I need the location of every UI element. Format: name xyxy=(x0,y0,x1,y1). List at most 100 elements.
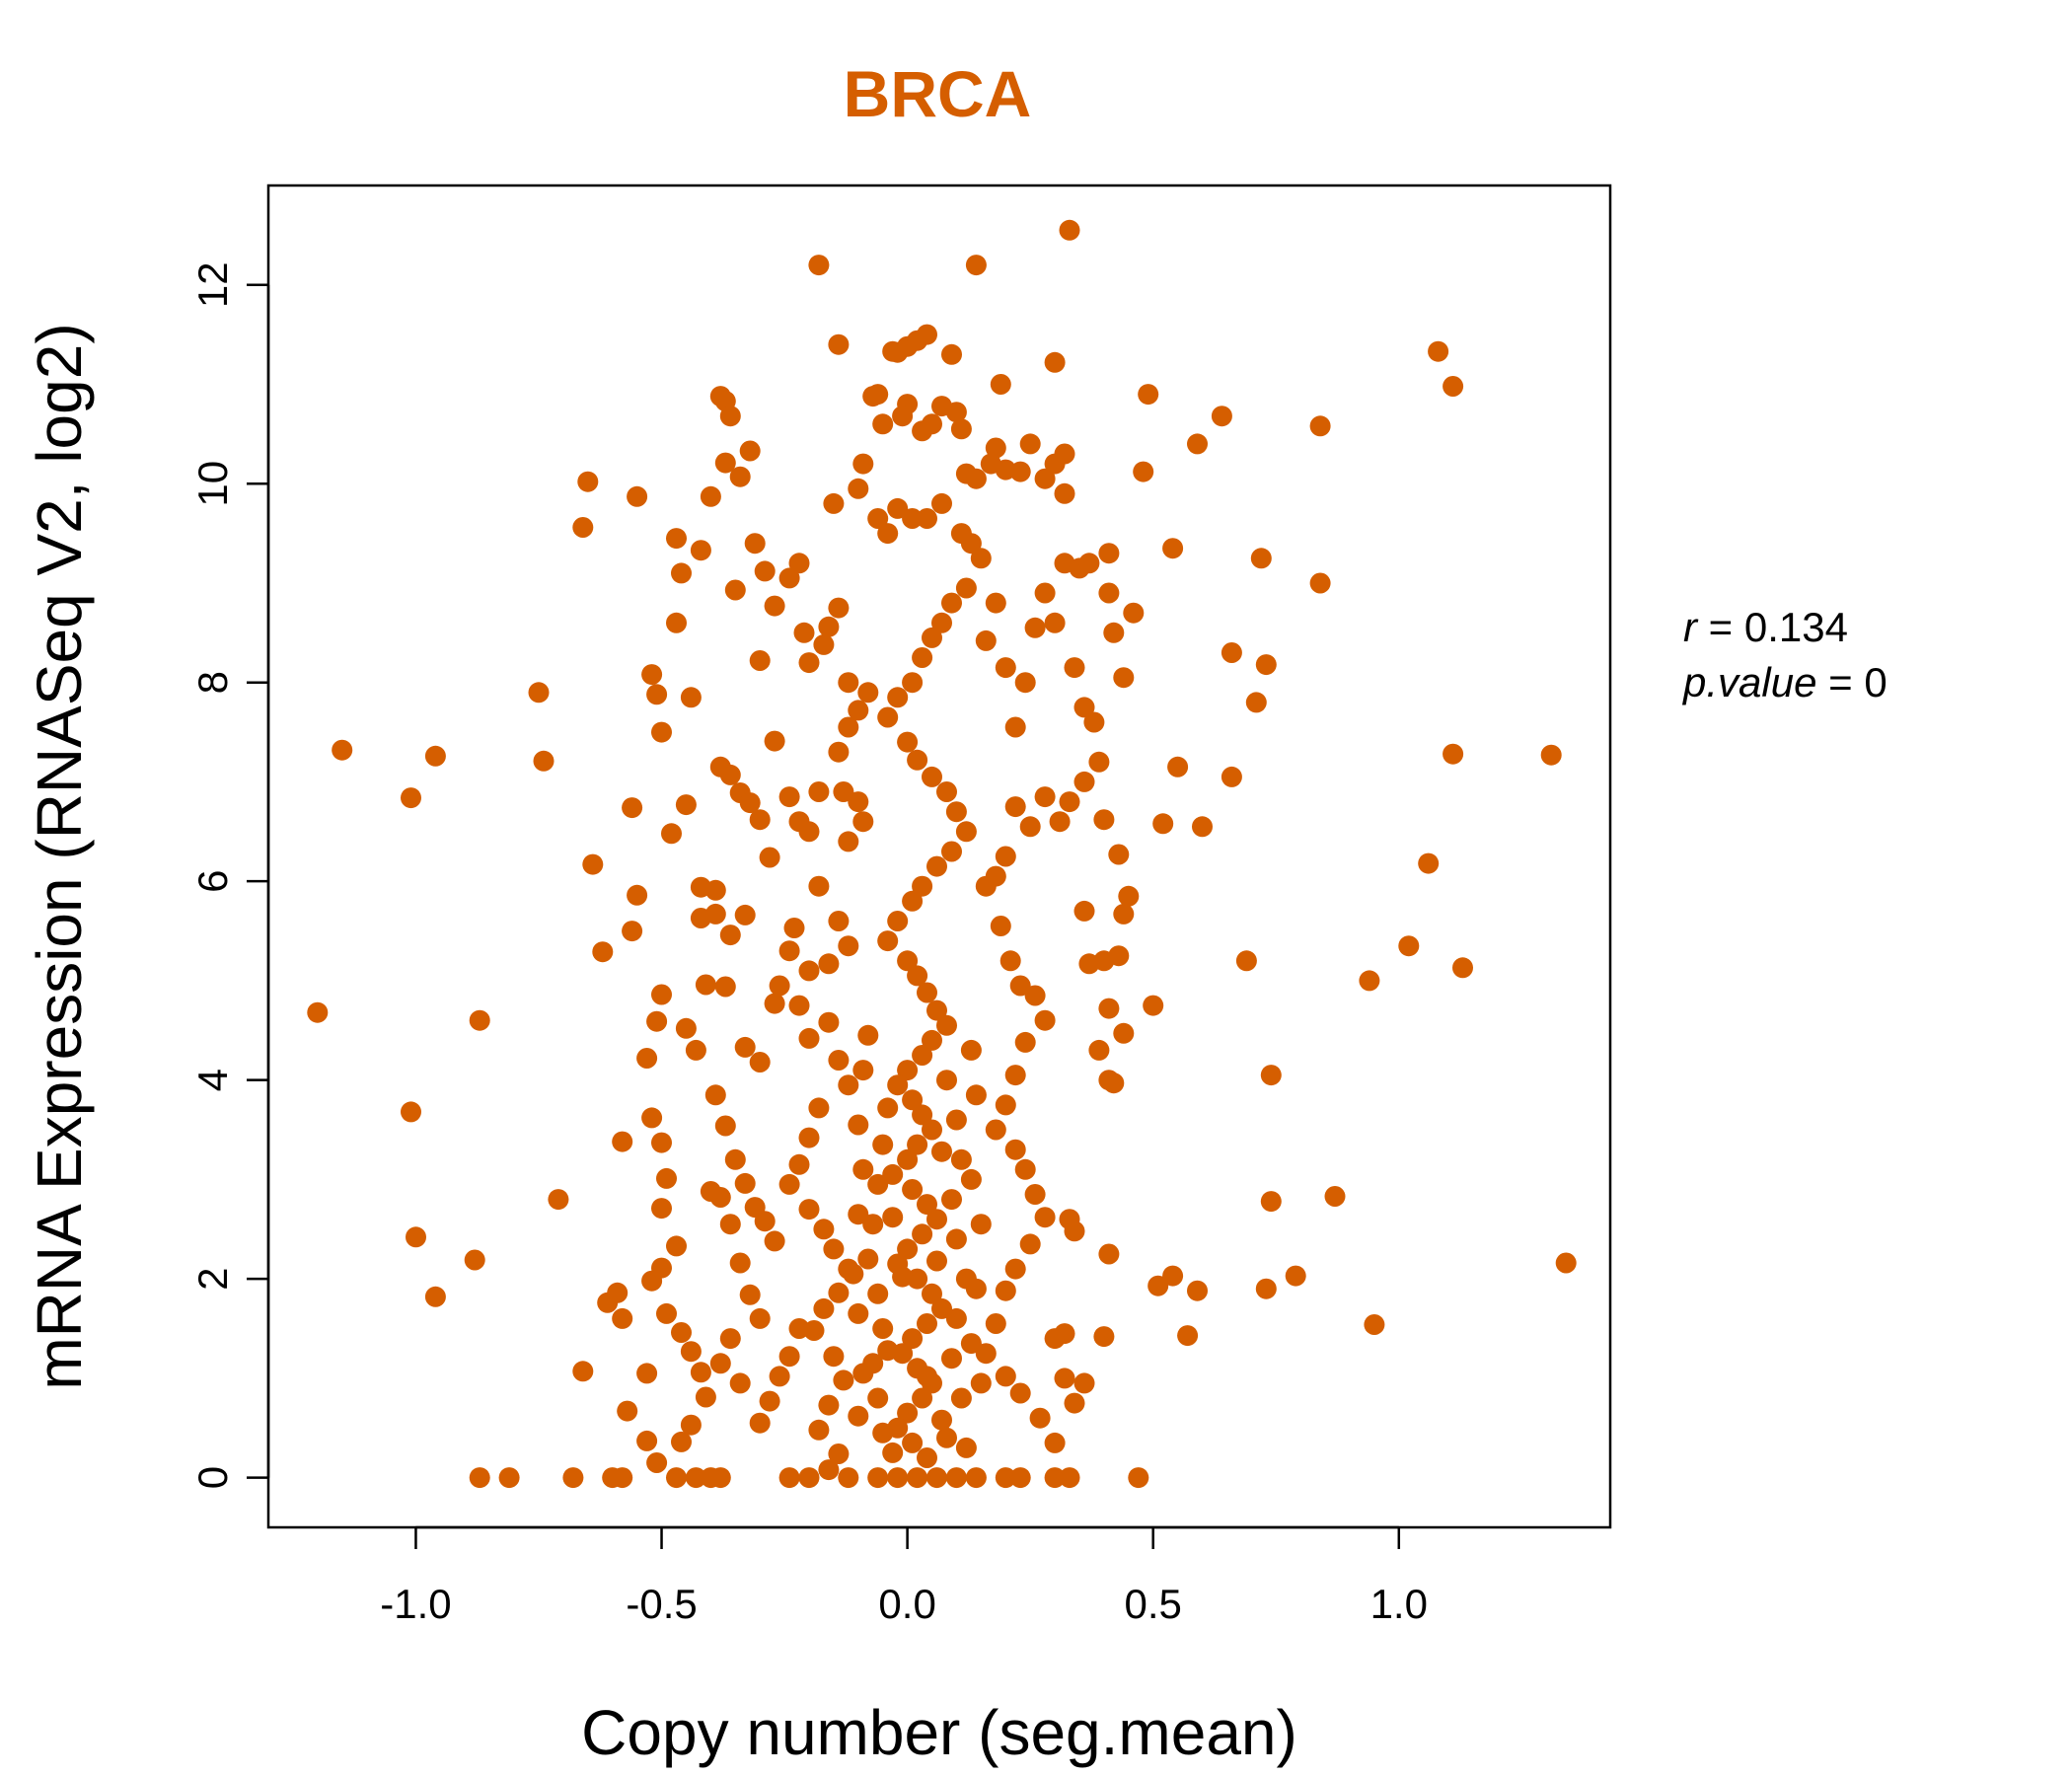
x-axis-title: Copy number (seg.mean) xyxy=(581,1697,1297,1768)
data-point xyxy=(1054,443,1075,465)
data-point xyxy=(1009,461,1031,482)
data-point xyxy=(680,1341,702,1363)
data-point xyxy=(897,1402,919,1424)
data-point xyxy=(1428,340,1449,362)
data-point xyxy=(1152,813,1174,835)
data-point xyxy=(704,879,726,901)
data-point xyxy=(912,1223,933,1245)
data-point xyxy=(709,756,731,777)
data-point xyxy=(724,579,746,601)
data-point xyxy=(907,965,928,987)
data-point xyxy=(882,1163,904,1185)
data-point xyxy=(1029,1407,1051,1429)
data-point xyxy=(1452,957,1473,979)
data-point xyxy=(572,517,594,538)
data-point xyxy=(778,1173,800,1195)
data-point xyxy=(907,1467,928,1489)
data-point xyxy=(995,1280,1016,1301)
data-point xyxy=(848,700,869,721)
data-point xyxy=(828,911,850,931)
data-point xyxy=(926,999,947,1021)
data-point xyxy=(798,960,820,982)
data-point xyxy=(823,1238,845,1260)
data-point xyxy=(941,343,962,365)
data-point xyxy=(788,995,810,1016)
data-point xyxy=(764,1230,785,1252)
data-point xyxy=(714,452,736,474)
data-point xyxy=(965,1084,987,1106)
data-point xyxy=(1059,791,1080,813)
data-point xyxy=(999,950,1021,972)
data-point xyxy=(498,1467,520,1489)
data-point xyxy=(985,437,1006,459)
data-point xyxy=(1098,998,1120,1019)
y-axis-title: mRNA Expression (RNASeq V2, log2) xyxy=(24,323,95,1389)
data-point xyxy=(902,890,924,912)
data-point xyxy=(877,930,899,952)
data-point xyxy=(401,1101,421,1123)
data-point xyxy=(945,1109,967,1131)
data-point xyxy=(709,1353,731,1374)
data-point xyxy=(739,440,761,462)
data-point xyxy=(985,592,1006,614)
data-point xyxy=(828,1282,850,1303)
data-point xyxy=(813,1219,835,1240)
chart-title: BRCA xyxy=(844,57,1032,130)
data-point xyxy=(744,533,766,555)
data-point xyxy=(926,1467,947,1489)
data-point xyxy=(902,1328,924,1350)
data-point xyxy=(955,821,977,843)
data-point xyxy=(887,1467,909,1489)
data-point xyxy=(1260,1191,1282,1213)
data-point xyxy=(1034,1207,1056,1228)
data-point xyxy=(867,384,889,406)
data-point xyxy=(902,1089,924,1111)
data-point xyxy=(666,1235,687,1257)
data-point xyxy=(641,1107,663,1129)
data-point xyxy=(917,324,937,345)
data-point xyxy=(646,1010,668,1032)
data-point xyxy=(764,595,785,617)
data-point xyxy=(945,402,967,423)
data-point xyxy=(754,1211,776,1232)
data-point xyxy=(990,374,1011,395)
data-point xyxy=(1118,885,1140,907)
data-point xyxy=(975,1343,997,1365)
data-point xyxy=(778,940,800,962)
data-point xyxy=(627,884,648,906)
data-point xyxy=(778,786,800,808)
data-point xyxy=(788,1153,810,1175)
data-point xyxy=(1024,1184,1046,1205)
data-point xyxy=(995,1467,1016,1489)
data-point xyxy=(995,1366,1016,1387)
data-point xyxy=(936,781,957,802)
data-point xyxy=(1019,433,1041,455)
data-point xyxy=(902,508,924,529)
data-point xyxy=(818,1011,840,1033)
data-point xyxy=(719,406,741,427)
data-point xyxy=(1064,1221,1085,1242)
data-point xyxy=(749,650,771,671)
data-point xyxy=(902,672,924,694)
data-point xyxy=(602,1467,624,1489)
data-point xyxy=(1113,667,1135,689)
data-point xyxy=(823,492,845,514)
data-point xyxy=(852,1158,874,1180)
data-point xyxy=(970,548,992,569)
data-point xyxy=(1073,771,1095,792)
data-point xyxy=(1245,692,1267,713)
data-point xyxy=(803,1320,825,1341)
data-point xyxy=(1034,468,1056,489)
data-point xyxy=(1359,970,1380,992)
data-point xyxy=(828,1443,850,1464)
data-point xyxy=(734,1036,756,1058)
data-point xyxy=(922,1119,942,1141)
data-point xyxy=(1187,1280,1208,1301)
data-point xyxy=(902,1432,924,1453)
data-point xyxy=(666,528,687,550)
data-point xyxy=(813,1297,835,1319)
data-point xyxy=(922,1283,942,1304)
data-point xyxy=(828,1050,850,1071)
data-point xyxy=(897,1238,919,1260)
data-point xyxy=(1009,1467,1031,1489)
